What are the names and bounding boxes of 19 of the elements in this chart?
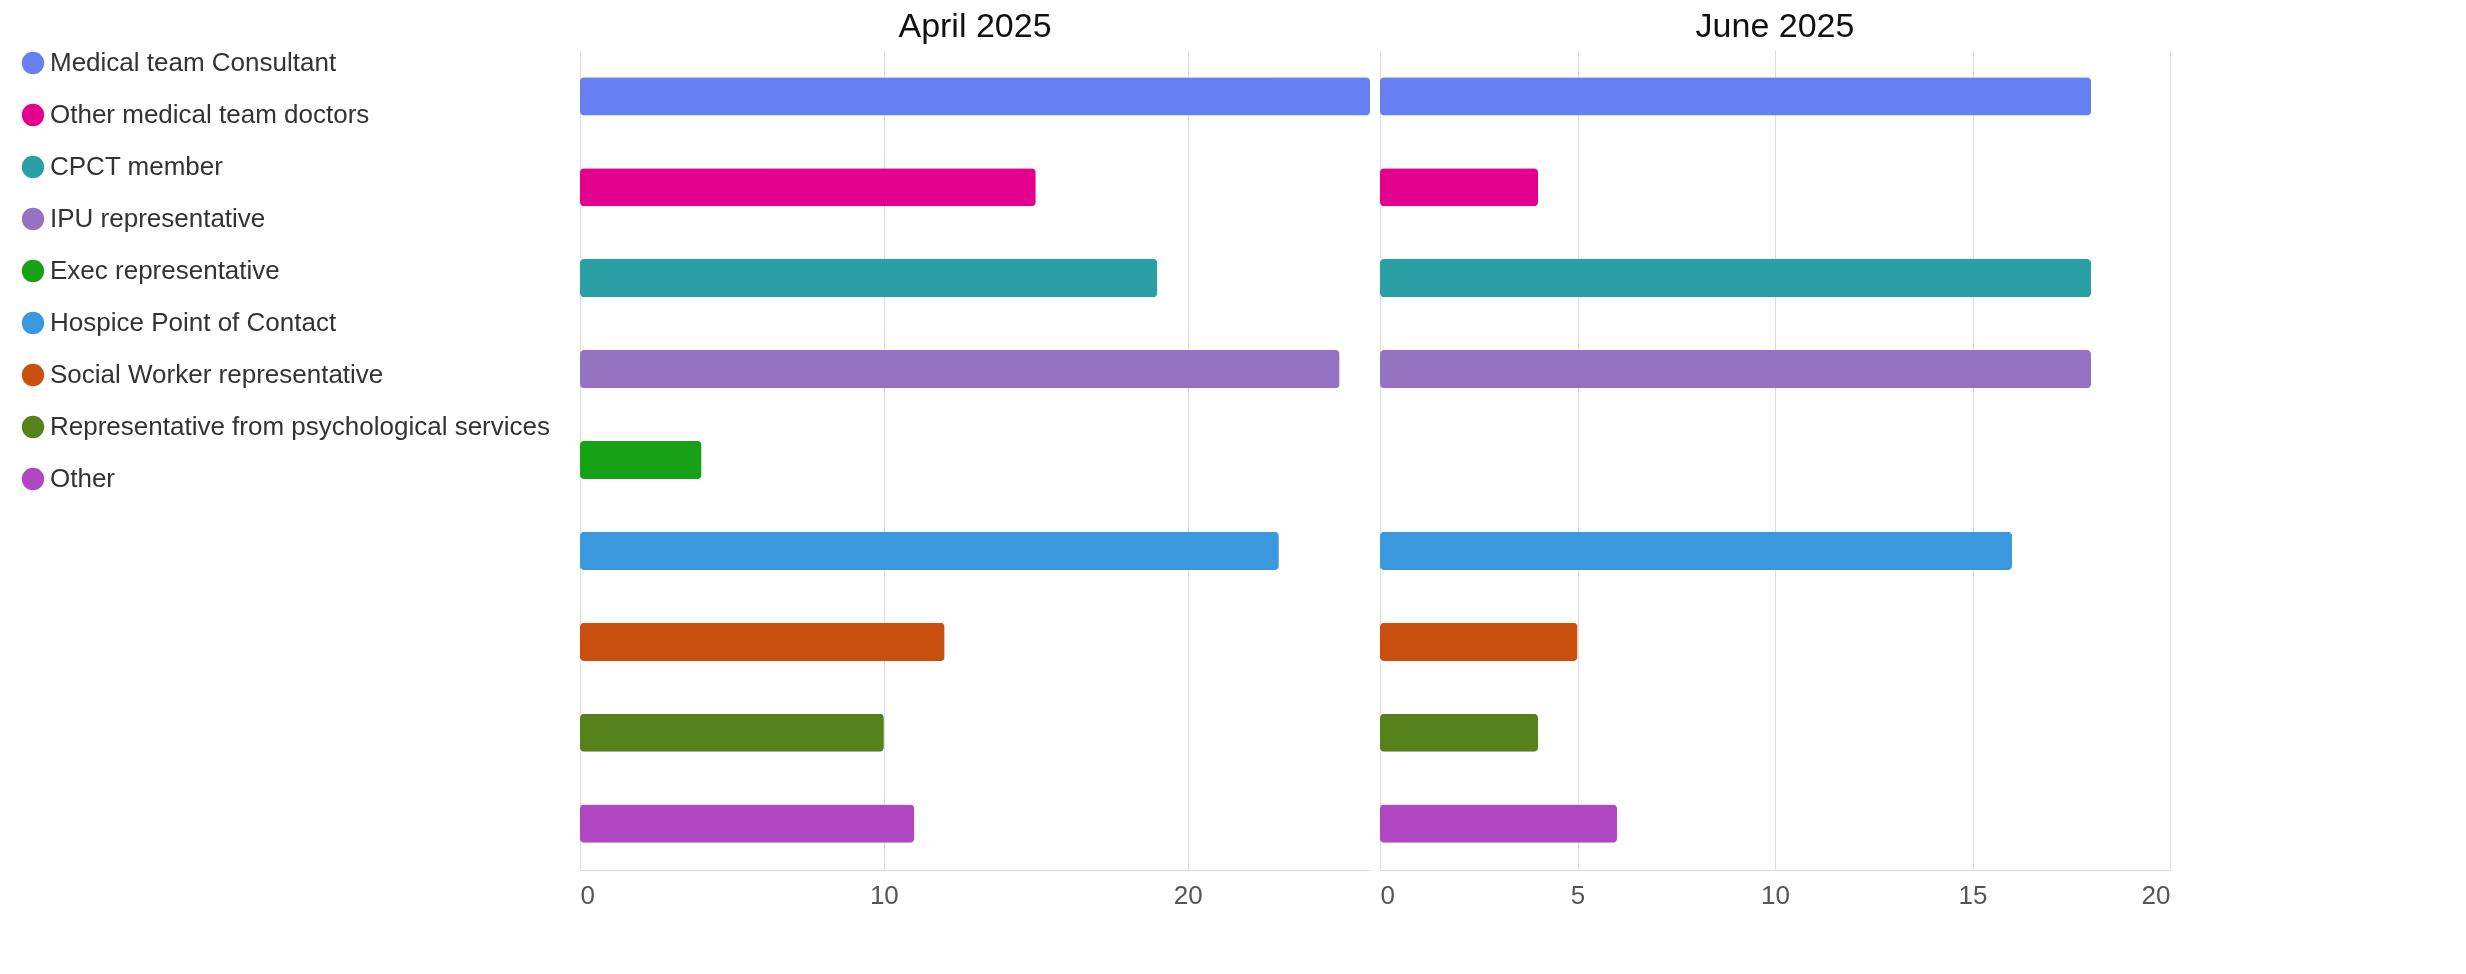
legend-label: IPU representative [50, 203, 266, 233]
x-tick-label: 5 [1570, 879, 1586, 910]
legend-label: Representative from psychological services [50, 411, 550, 441]
x-tick-label: 0 [580, 879, 595, 910]
legend-label: Other [50, 463, 116, 493]
x-tick-label: 10 [1761, 879, 1790, 910]
legend-label: CPCT member [50, 151, 224, 181]
x-tick-label: 0 [1380, 879, 1395, 910]
legend-label: Other medical team doctors [50, 99, 370, 129]
chart-title: April 2025 [898, 6, 1052, 44]
chart-title: June 2025 [1695, 6, 1855, 44]
x-tick-label: 10 [869, 879, 899, 910]
legend-label: Hospice Point of Contact [50, 307, 337, 337]
x-tick-label: 20 [1173, 879, 1203, 910]
x-tick-label: 20 [2141, 879, 2171, 910]
legend-label: Social Worker representative [50, 359, 384, 389]
legend-label: Medical team Consultant [50, 47, 337, 77]
legend-label: Exec representative [50, 255, 280, 285]
x-tick-label: 15 [1958, 879, 1988, 910]
